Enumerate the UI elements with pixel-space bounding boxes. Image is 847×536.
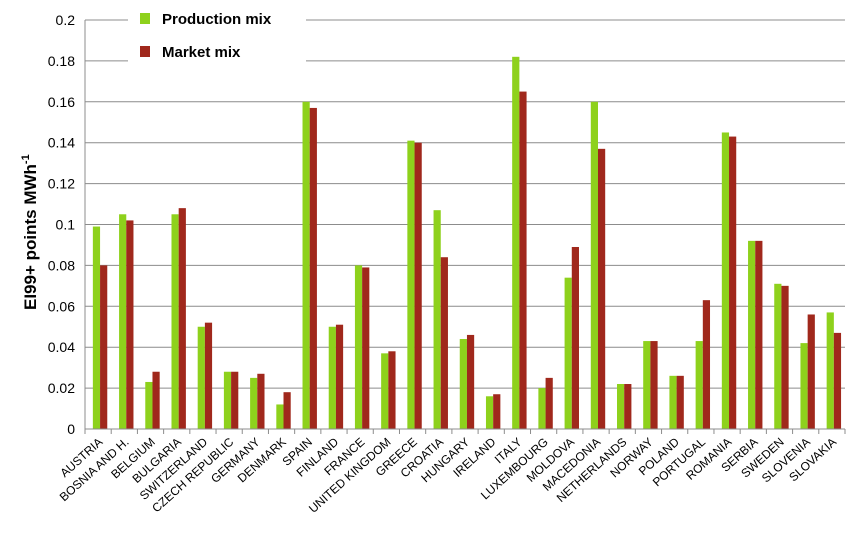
bar-market-mix bbox=[152, 371, 160, 429]
bar-production-mix bbox=[748, 240, 756, 429]
bar-production-mix bbox=[223, 371, 232, 429]
bar-market-mix bbox=[362, 267, 370, 429]
legend: Production mix Market mix bbox=[128, 6, 306, 66]
bar-market-mix bbox=[309, 107, 317, 429]
bar-market-mix bbox=[231, 371, 239, 429]
y-tick-label: 0.04 bbox=[48, 339, 75, 355]
bar-market-mix bbox=[807, 314, 815, 429]
y-axis-title: EI99+ points MWh-1 bbox=[20, 154, 40, 310]
bar-market-mix bbox=[493, 394, 501, 429]
bar-market-mix bbox=[283, 392, 291, 429]
bar-market-mix bbox=[676, 375, 684, 429]
legend-label: Production mix bbox=[162, 11, 272, 28]
bar-production-mix bbox=[643, 341, 651, 429]
bar-market-mix bbox=[466, 334, 475, 429]
bar-production-mix bbox=[302, 101, 310, 430]
bar-production-mix bbox=[250, 377, 258, 429]
bar-market-mix bbox=[729, 136, 737, 429]
bar-production-mix bbox=[590, 101, 598, 430]
bar-production-mix bbox=[119, 214, 127, 429]
bar-market-mix bbox=[335, 324, 344, 429]
bar-production-mix bbox=[145, 381, 153, 429]
y-axis-title-superscript: -1 bbox=[20, 154, 32, 164]
bar-market-mix bbox=[702, 300, 711, 429]
bar-production-mix bbox=[459, 339, 467, 429]
legend-background bbox=[128, 6, 306, 66]
bar-market-mix bbox=[204, 322, 213, 429]
bar-production-mix bbox=[826, 312, 834, 429]
bar-production-mix bbox=[433, 210, 441, 429]
bar-market-mix bbox=[519, 91, 527, 429]
y-tick-label: 0.12 bbox=[48, 176, 75, 192]
y-tick-label: 0.14 bbox=[48, 135, 75, 151]
bar-market-mix bbox=[178, 208, 186, 429]
bar-market-mix bbox=[126, 220, 134, 429]
bar-production-mix bbox=[564, 277, 572, 429]
y-axis-title-text: EI99+ points MWh bbox=[21, 164, 40, 310]
bar-production-mix bbox=[669, 375, 677, 429]
bar-production-mix bbox=[407, 140, 415, 429]
y-tick-label: 0.18 bbox=[48, 53, 75, 69]
bar-production-mix bbox=[695, 341, 703, 429]
y-tick-label: 0 bbox=[67, 421, 75, 437]
bar-production-mix bbox=[774, 283, 782, 429]
y-tick-label: 0.16 bbox=[48, 94, 75, 110]
bars bbox=[92, 56, 842, 430]
y-tick-label: 0.1 bbox=[56, 217, 76, 233]
legend-label: Market mix bbox=[162, 44, 241, 61]
bar-market-mix bbox=[257, 373, 265, 429]
bar-market-mix bbox=[781, 285, 789, 429]
bar-production-mix bbox=[92, 226, 101, 429]
bar-market-mix bbox=[571, 246, 579, 429]
bar-production-mix bbox=[197, 326, 205, 429]
y-tick-label: 0.08 bbox=[48, 257, 75, 273]
bar-market-mix bbox=[624, 384, 632, 429]
bar-market-mix bbox=[100, 265, 108, 429]
y-tick-label: 0.2 bbox=[56, 12, 76, 28]
bar-production-mix bbox=[354, 265, 363, 429]
legend-swatch bbox=[140, 46, 150, 57]
y-tick-label: 0.06 bbox=[48, 298, 75, 314]
bar-production-mix bbox=[512, 56, 520, 430]
legend-swatch bbox=[140, 13, 150, 24]
bar-production-mix bbox=[721, 132, 730, 429]
bar-production-mix bbox=[800, 343, 808, 429]
bar-market-mix bbox=[755, 240, 763, 429]
bar-market-mix bbox=[833, 332, 842, 429]
bar-market-mix bbox=[388, 351, 396, 429]
bar-market-mix bbox=[545, 377, 553, 429]
bar-production-mix bbox=[381, 353, 389, 429]
bar-market-mix bbox=[414, 142, 422, 429]
bar-market-mix bbox=[597, 148, 606, 429]
bar-market-mix bbox=[440, 257, 448, 429]
bar-production-mix bbox=[276, 404, 284, 429]
y-axis: 0 0.02 0.04 0.06 0.08 0.1 0.12 0.14 0.16 0.18 0.2 bbox=[48, 12, 86, 437]
y-tick-label: 0.02 bbox=[48, 380, 75, 396]
bar-production-mix bbox=[538, 388, 546, 429]
bar-production-mix bbox=[328, 326, 336, 429]
bar-production-mix bbox=[171, 214, 179, 429]
bar-market-mix bbox=[650, 341, 658, 429]
bar-production-mix bbox=[485, 396, 494, 429]
bar-production-mix bbox=[617, 384, 625, 429]
